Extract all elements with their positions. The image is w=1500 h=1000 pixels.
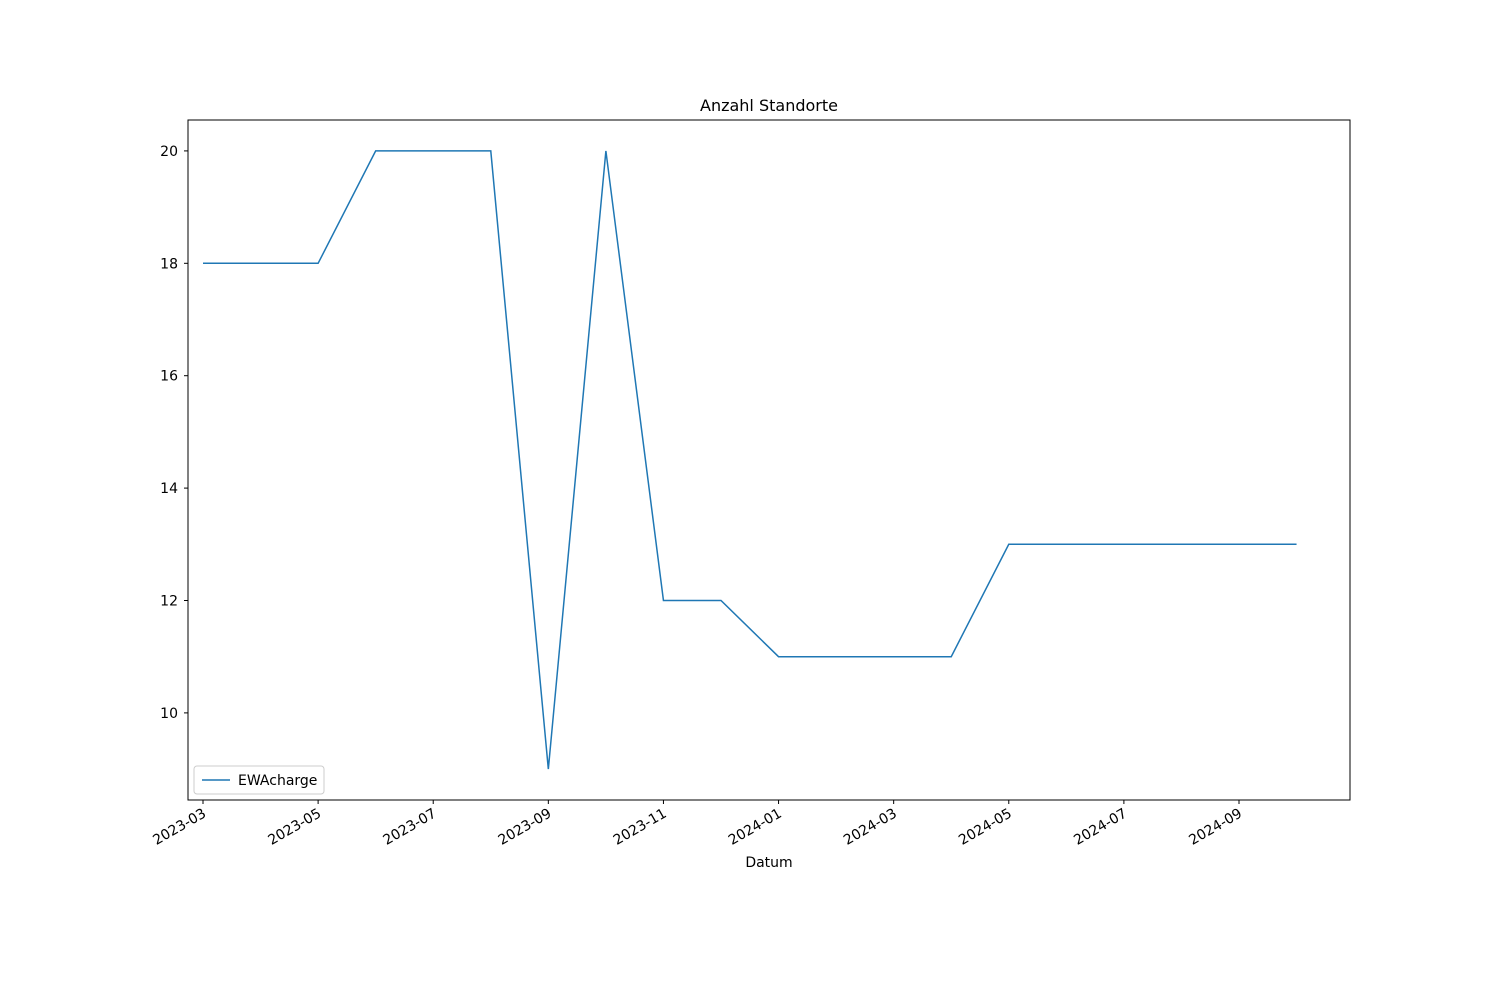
y-tick-label: 12	[160, 593, 178, 609]
y-tick-label: 20	[160, 144, 178, 160]
data-line	[203, 150, 1297, 770]
plot-frame	[187, 119, 1351, 801]
legend-label: EWAcharge	[238, 773, 317, 789]
y-tick-label: 18	[160, 256, 178, 272]
chart-title: Anzahl Standorte	[700, 96, 838, 115]
y-tick-label: 16	[160, 369, 178, 385]
legend-box	[193, 765, 325, 795]
y-tick-label: 10	[160, 706, 178, 722]
x-axis-label: Datum	[745, 855, 792, 871]
y-tick-label: 14	[160, 481, 178, 497]
